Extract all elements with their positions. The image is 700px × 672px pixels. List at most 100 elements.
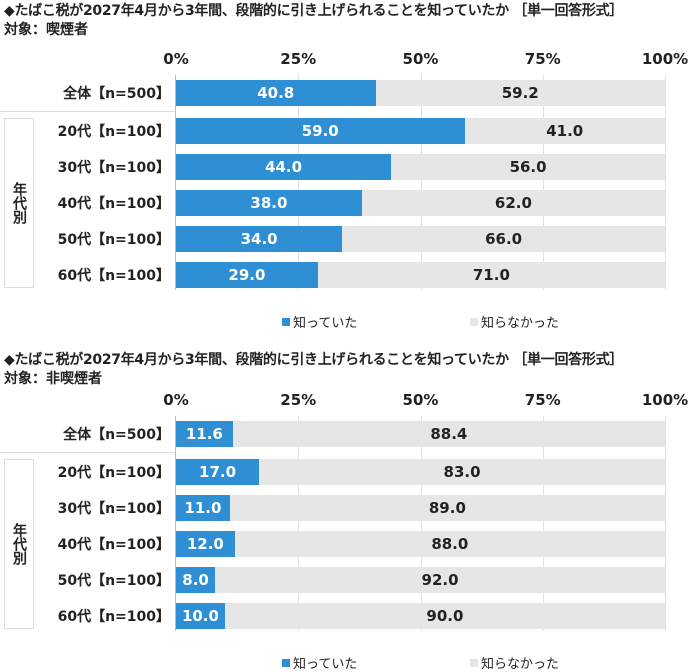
- category-label: 40代【n=100】: [57, 196, 170, 212]
- bar-known: 34.0: [176, 226, 343, 252]
- data-label: 12.0: [186, 535, 224, 553]
- data-label: 59.2: [501, 84, 539, 102]
- bar-unknown: 83.0: [259, 459, 665, 485]
- x-tick-label: 75%: [524, 391, 561, 409]
- data-label: 59.0: [301, 122, 339, 140]
- category-label: 40代【n=100】: [57, 537, 170, 553]
- bar-known: 11.6: [176, 421, 233, 447]
- x-tick-label: 75%: [524, 50, 561, 68]
- bar-unknown: 88.0: [234, 531, 665, 557]
- data-label: 66.0: [485, 230, 523, 248]
- chart-title: ◆たばこ税が2027年4月から3年間、段階的に引き上げられることを知っていたか …: [4, 3, 623, 19]
- x-tick-label: 25%: [280, 50, 317, 68]
- gridline: [420, 75, 422, 290]
- data-label: 34.0: [240, 230, 278, 248]
- x-tick-label: 100%: [641, 50, 689, 68]
- legend-swatch: [282, 317, 290, 326]
- data-label: 83.0: [443, 463, 481, 481]
- bar-known: 38.0: [176, 190, 362, 216]
- legend-item: 知らなかった: [470, 653, 559, 672]
- legend-item: 知っていた: [282, 653, 357, 672]
- category-label: 全体【n=500】: [63, 427, 170, 443]
- gridline: [298, 416, 300, 631]
- data-label: 10.0: [181, 607, 219, 625]
- category-label: 30代【n=100】: [57, 501, 170, 517]
- data-label: 92.0: [421, 571, 459, 589]
- data-label: 41.0: [546, 122, 584, 140]
- data-label: 29.0: [228, 266, 266, 284]
- x-tick-label: 0%: [163, 391, 189, 409]
- bar-unknown: 88.4: [232, 421, 665, 447]
- chart-title: ◆たばこ税が2027年4月から3年間、段階的に引き上げられることを知っていたか …: [4, 352, 623, 368]
- legend-label: 知っていた: [293, 316, 358, 331]
- bar-unknown: 71.0: [317, 262, 665, 288]
- age-group-box: 年代別: [4, 118, 34, 288]
- bar-known: 40.8: [176, 80, 376, 106]
- category-label: 60代【n=100】: [57, 609, 170, 625]
- age-group-label: 年代別: [11, 182, 27, 224]
- bar-unknown: 62.0: [361, 190, 665, 216]
- data-label: 89.0: [428, 499, 466, 517]
- legend-label: 知らなかった: [481, 657, 560, 672]
- legend-item: 知らなかった: [470, 312, 559, 331]
- age-group-box: 年代別: [4, 459, 34, 629]
- data-label: 62.0: [494, 194, 532, 212]
- data-label: 56.0: [509, 158, 547, 176]
- category-label: 20代【n=100】: [57, 465, 170, 481]
- bar-unknown: 59.2: [375, 80, 665, 106]
- age-group-label: 年代別: [11, 523, 27, 565]
- data-label: 17.0: [199, 463, 237, 481]
- total-divider: [0, 111, 175, 112]
- x-tick-label: 0%: [163, 50, 189, 68]
- bar-unknown: 92.0: [215, 567, 665, 593]
- category-label: 全体【n=500】: [63, 86, 170, 102]
- gridline: [665, 416, 666, 631]
- bar-unknown: 56.0: [391, 154, 665, 180]
- gridline: [542, 416, 544, 631]
- gridline: [665, 75, 666, 290]
- bar-unknown: 90.0: [224, 603, 665, 629]
- legend-swatch: [470, 317, 478, 326]
- chart-smokers: ◆たばこ税が2027年4月から3年間、段階的に引き上げられることを知っていたか …: [0, 0, 700, 335]
- bar-known: 44.0: [176, 154, 392, 180]
- chart-subject: 対象：非喫煙者: [4, 371, 102, 387]
- bar-unknown: 41.0: [464, 118, 665, 144]
- category-label: 60代【n=100】: [57, 268, 170, 284]
- bar-known: 29.0: [176, 262, 318, 288]
- x-tick-label: 50%: [402, 50, 439, 68]
- bar-unknown: 89.0: [229, 495, 665, 521]
- data-label: 90.0: [426, 607, 464, 625]
- data-label: 40.8: [257, 84, 295, 102]
- bar-known: 10.0: [176, 603, 225, 629]
- chart-non-smokers: ◆たばこ税が2027年4月から3年間、段階的に引き上げられることを知っていたか …: [0, 341, 700, 672]
- x-tick-label: 25%: [280, 391, 317, 409]
- y-axis-line: [175, 416, 176, 631]
- legend-item: 知っていた: [282, 312, 357, 331]
- legend-swatch: [282, 658, 290, 667]
- legend-label: 知っていた: [293, 657, 358, 672]
- data-label: 38.0: [250, 194, 288, 212]
- x-tick-label: 50%: [402, 391, 439, 409]
- data-label: 88.4: [430, 425, 468, 443]
- chart-subject: 対象：喫煙者: [4, 22, 88, 38]
- bar-known: 11.0: [176, 495, 230, 521]
- category-label: 20代【n=100】: [57, 124, 170, 140]
- gridline: [420, 416, 422, 631]
- x-tick-label: 100%: [641, 391, 689, 409]
- bar-known: 8.0: [176, 567, 216, 593]
- gridline: [298, 75, 300, 290]
- data-label: 11.0: [184, 499, 222, 517]
- legend-label: 知らなかった: [481, 316, 560, 331]
- bar-known: 59.0: [176, 118, 465, 144]
- total-divider: [0, 452, 175, 453]
- bar-known: 17.0: [176, 459, 260, 485]
- bar-unknown: 66.0: [342, 226, 665, 252]
- category-label: 50代【n=100】: [57, 232, 170, 248]
- data-label: 71.0: [472, 266, 510, 284]
- data-label: 8.0: [182, 571, 209, 589]
- category-label: 50代【n=100】: [57, 573, 170, 589]
- legend-swatch: [470, 658, 478, 667]
- data-label: 44.0: [265, 158, 303, 176]
- category-label: 30代【n=100】: [57, 160, 170, 176]
